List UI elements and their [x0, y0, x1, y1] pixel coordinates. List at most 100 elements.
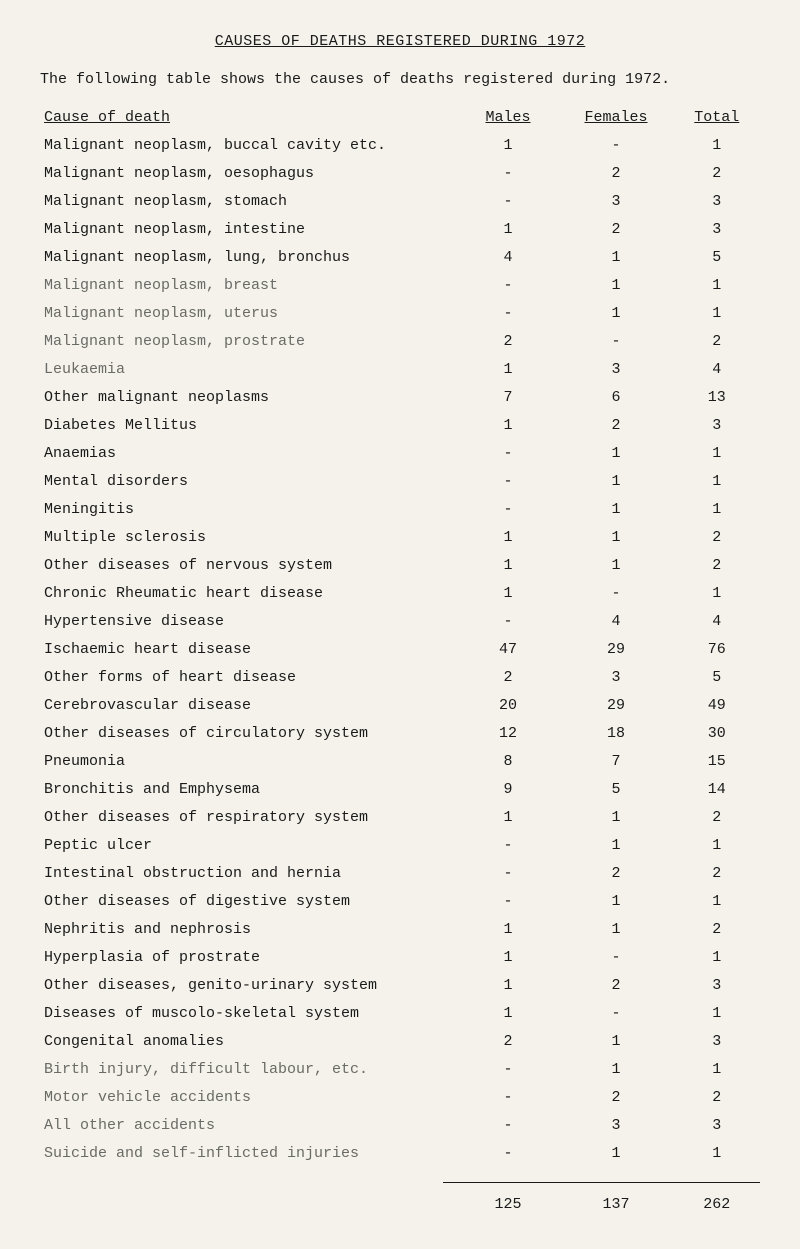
cell-total: 2	[674, 1084, 760, 1112]
table-row: Chronic Rheumatic heart disease1-1	[40, 580, 760, 608]
cell-females: 1	[558, 1140, 673, 1168]
cell-females: 1	[558, 244, 673, 272]
cell-males: 9	[458, 776, 559, 804]
cell-cause: All other accidents	[40, 1112, 458, 1140]
table-row: Leukaemia134	[40, 356, 760, 384]
cell-total: 1	[674, 272, 760, 300]
cell-males: -	[458, 440, 559, 468]
cell-females: 7	[558, 748, 673, 776]
cell-cause: Hypertensive disease	[40, 608, 458, 636]
cell-cause: Malignant neoplasm, buccal cavity etc.	[40, 132, 458, 160]
cell-total: 5	[674, 244, 760, 272]
cell-total: 3	[674, 412, 760, 440]
table-row: Malignant neoplasm, intestine123	[40, 216, 760, 244]
cell-females: 3	[558, 664, 673, 692]
cell-cause: Malignant neoplasm, intestine	[40, 216, 458, 244]
cell-total: 1	[674, 132, 760, 160]
table-row: Malignant neoplasm, oesophagus-22	[40, 160, 760, 188]
cell-females: 3	[558, 1112, 673, 1140]
cell-cause: Other diseases of nervous system	[40, 552, 458, 580]
cell-males: -	[458, 272, 559, 300]
cell-males: 20	[458, 692, 559, 720]
table-row: Intestinal obstruction and hernia-22	[40, 860, 760, 888]
footer-males: 125	[458, 1183, 559, 1219]
cell-cause: Malignant neoplasm, breast	[40, 272, 458, 300]
cell-cause: Suicide and self-inflicted injuries	[40, 1140, 458, 1168]
cell-total: 2	[674, 160, 760, 188]
cell-females: 1	[558, 440, 673, 468]
cell-total: 5	[674, 664, 760, 692]
cell-females: 2	[558, 972, 673, 1000]
header-males: Males	[458, 104, 559, 132]
cell-total: 2	[674, 804, 760, 832]
cell-females: 29	[558, 692, 673, 720]
cell-cause: Other diseases of respiratory system	[40, 804, 458, 832]
cell-total: 1	[674, 300, 760, 328]
table-row: Other diseases of digestive system-11	[40, 888, 760, 916]
cell-total: 1	[674, 1000, 760, 1028]
cell-cause: Bronchitis and Emphysema	[40, 776, 458, 804]
cell-males: 1	[458, 944, 559, 972]
table-row: Peptic ulcer-11	[40, 832, 760, 860]
table-row: Malignant neoplasm, lung, bronchus415	[40, 244, 760, 272]
table-row: Suicide and self-inflicted injuries-11	[40, 1140, 760, 1168]
cell-males: 47	[458, 636, 559, 664]
cell-females: 1	[558, 552, 673, 580]
table-row: All other accidents-33	[40, 1112, 760, 1140]
cell-females: 1	[558, 496, 673, 524]
cell-females: -	[558, 944, 673, 972]
footer-table: 125 137 262	[40, 1183, 760, 1219]
table-row: Cerebrovascular disease202949	[40, 692, 760, 720]
cell-females: 1	[558, 1028, 673, 1056]
cell-total: 15	[674, 748, 760, 776]
cell-cause: Peptic ulcer	[40, 832, 458, 860]
cell-females: 1	[558, 300, 673, 328]
cell-males: 1	[458, 972, 559, 1000]
cell-total: 49	[674, 692, 760, 720]
cell-males: -	[458, 188, 559, 216]
cell-cause: Malignant neoplasm, oesophagus	[40, 160, 458, 188]
cell-total: 1	[674, 496, 760, 524]
cell-males: 1	[458, 524, 559, 552]
document-page: CAUSES OF DEATHS REGISTERED DURING 1972 …	[0, 0, 800, 1249]
cell-males: -	[458, 496, 559, 524]
cell-males: -	[458, 1112, 559, 1140]
cell-males: -	[458, 888, 559, 916]
cell-females: 1	[558, 888, 673, 916]
causes-table: Cause of death Males Females Total Malig…	[40, 104, 760, 1168]
cell-males: -	[458, 160, 559, 188]
cell-total: 2	[674, 552, 760, 580]
cell-cause: Malignant neoplasm, lung, bronchus	[40, 244, 458, 272]
cell-total: 3	[674, 972, 760, 1000]
table-row: Birth injury, difficult labour, etc.-11	[40, 1056, 760, 1084]
table-row: Bronchitis and Emphysema9514	[40, 776, 760, 804]
cell-females: 4	[558, 608, 673, 636]
table-row: Malignant neoplasm, buccal cavity etc. 1-…	[40, 132, 760, 160]
cell-cause: Congenital anomalies	[40, 1028, 458, 1056]
cell-total: 3	[674, 1028, 760, 1056]
cell-total: 2	[674, 916, 760, 944]
cell-males: 4	[458, 244, 559, 272]
cell-females: 3	[558, 356, 673, 384]
intro-text: The following table shows the causes of …	[40, 68, 760, 92]
cell-total: 1	[674, 440, 760, 468]
table-row: Ischaemic heart disease472976	[40, 636, 760, 664]
cell-males: 8	[458, 748, 559, 776]
cell-males: 12	[458, 720, 559, 748]
table-row: Mental disorders-11	[40, 468, 760, 496]
cell-females: 1	[558, 272, 673, 300]
cell-total: 13	[674, 384, 760, 412]
table-row: Hypertensive disease-44	[40, 608, 760, 636]
header-total: Total	[674, 104, 760, 132]
cell-females: 2	[558, 860, 673, 888]
cell-females: -	[558, 132, 673, 160]
cell-females: -	[558, 580, 673, 608]
cell-total: 2	[674, 328, 760, 356]
table-row: Malignant neoplasm, breast-11	[40, 272, 760, 300]
footer-totals-row: 125 137 262	[40, 1183, 760, 1219]
cell-males: 7	[458, 384, 559, 412]
cell-cause: Chronic Rheumatic heart disease	[40, 580, 458, 608]
table-row: Malignant neoplasm, prostrate2-2	[40, 328, 760, 356]
cell-total: 2	[674, 524, 760, 552]
cell-males: -	[458, 468, 559, 496]
